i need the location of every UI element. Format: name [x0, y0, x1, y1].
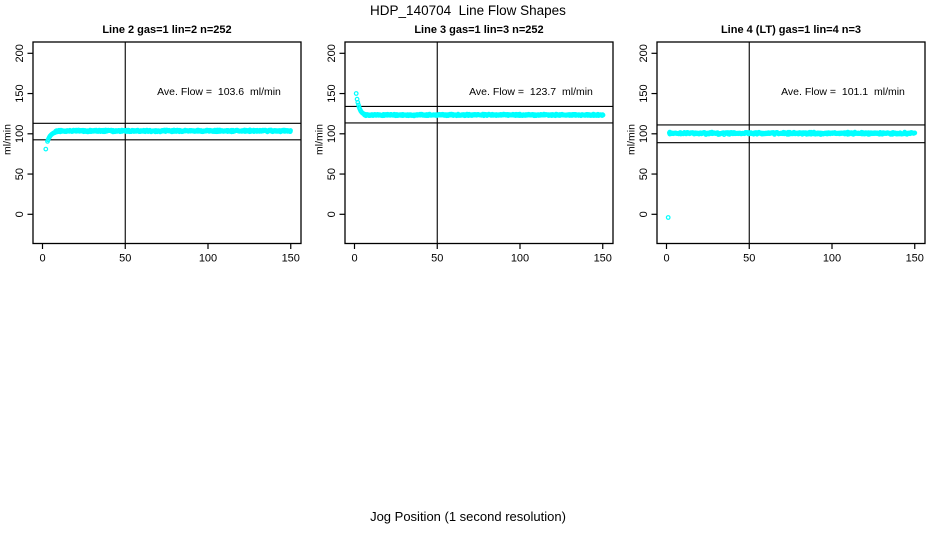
y-tick-label: 0	[638, 211, 650, 217]
y-tick-label: 50	[326, 168, 338, 180]
x-tick-label: 150	[906, 253, 924, 265]
data-points	[353, 91, 606, 119]
plot-area: 0 50 100 150 0 50 100 150 200	[14, 41, 302, 265]
y-axis-label: ml/min	[1, 124, 14, 155]
x-tick-label: 150	[282, 253, 300, 265]
x-axis-label: Jog Position (1 second resolution)	[370, 509, 566, 524]
ave-flow-annotation: Ave. Flow = 103.6 ml/min	[157, 86, 281, 98]
panel-title: Line 2 gas=1 lin=2 n=252	[102, 24, 232, 36]
y-tick-label: 0	[326, 211, 338, 217]
y-axis-ticks: 0 50 100 150 200	[14, 44, 33, 217]
x-tick-label: 0	[39, 253, 45, 265]
y-tick-label: 100	[638, 125, 650, 143]
x-tick-label: 100	[199, 253, 217, 265]
y-tick-label: 150	[326, 84, 338, 102]
ave-flow-annotation: Ave. Flow = 101.1 ml/min	[781, 86, 905, 98]
figure-title: HDP_140704 Line Flow Shapes	[370, 3, 566, 18]
x-tick-label: 150	[594, 253, 612, 265]
reference-lines	[657, 42, 925, 244]
reference-lines	[33, 42, 301, 244]
panel-line-2: Line 2 gas=1 lin=2 n=252 0 50 100 150 0 50 100…	[0, 0, 312, 270]
y-tick-label: 0	[14, 211, 26, 217]
y-tick-label: 100	[326, 125, 338, 143]
axis-frame	[344, 41, 614, 245]
y-axis-label: ml/min	[313, 124, 326, 155]
data-points	[665, 129, 918, 220]
y-tick-label: 150	[14, 84, 26, 102]
y-axis-ticks: 0 50 100 150 200	[326, 44, 345, 217]
x-tick-label: 100	[511, 253, 529, 265]
y-tick-label: 100	[14, 125, 26, 143]
y-axis-ticks: 0 50 100 150 200	[638, 44, 657, 217]
x-tick-label: 50	[743, 253, 755, 265]
reference-lines	[345, 42, 613, 244]
x-tick-label: 100	[823, 253, 841, 265]
plot-area: 0 50 100 150 0 50 100 150 200	[638, 41, 926, 265]
y-tick-label: 200	[638, 44, 650, 62]
x-tick-label: 0	[663, 253, 669, 265]
x-tick-label: 50	[119, 253, 131, 265]
x-tick-label: 0	[351, 253, 357, 265]
panel-title: Line 4 (LT) gas=1 lin=4 n=3	[720, 24, 862, 36]
panel-line-3: Line 3 gas=1 lin=3 n=252 0 50 100 150 0 50 100…	[312, 0, 624, 270]
ave-flow-annotation: Ave. Flow = 123.7 ml/min	[469, 86, 593, 98]
y-tick-label: 50	[638, 168, 650, 180]
axis-frame	[32, 41, 302, 245]
x-axis-ticks: 0 50 100 150	[39, 243, 300, 265]
panel-line-4: Line 4 (LT) gas=1 lin=4 n=3 0 50 100 150 0 50…	[624, 0, 936, 270]
data-points	[43, 127, 293, 152]
x-axis-ticks: 0 50 100 150	[351, 243, 612, 265]
y-tick-label: 200	[326, 44, 338, 62]
panel-title: Line 3 gas=1 lin=3 n=252	[414, 24, 544, 36]
y-axis-label: ml/min	[625, 124, 638, 155]
x-axis-ticks: 0 50 100 150	[663, 243, 924, 265]
y-tick-label: 50	[14, 168, 26, 180]
plot-area: 0 50 100 150 0 50 100 150 200	[326, 41, 614, 265]
y-tick-label: 200	[14, 44, 26, 62]
y-tick-label: 150	[638, 84, 650, 102]
x-tick-label: 50	[431, 253, 443, 265]
